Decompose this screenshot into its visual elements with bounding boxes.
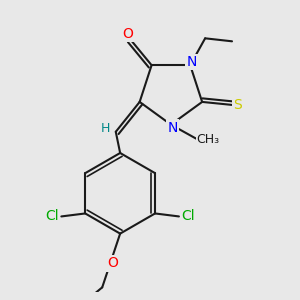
Text: CH₃: CH₃	[197, 133, 220, 146]
Text: Cl: Cl	[46, 209, 59, 224]
Text: Cl: Cl	[181, 209, 195, 224]
Text: O: O	[107, 256, 118, 271]
Text: S: S	[234, 98, 242, 112]
Text: N: N	[187, 55, 197, 69]
Text: H: H	[100, 122, 110, 135]
Text: N: N	[167, 121, 178, 135]
Text: O: O	[122, 27, 133, 41]
